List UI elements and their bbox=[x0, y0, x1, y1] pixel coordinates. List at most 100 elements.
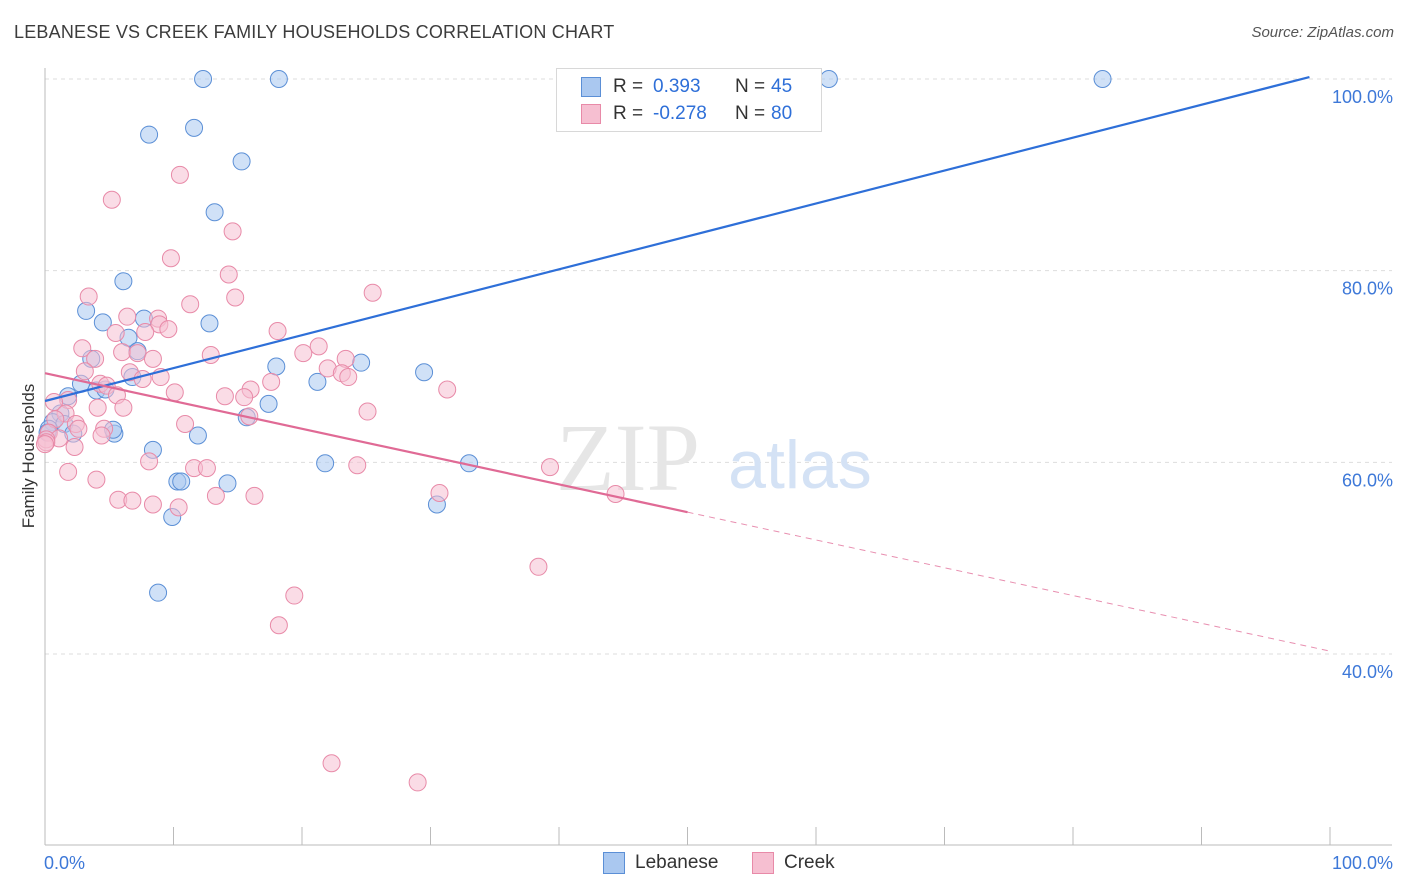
creek-trend-line bbox=[44, 372, 688, 514]
lebanese-point bbox=[140, 125, 159, 144]
creek-point bbox=[235, 388, 254, 407]
creek-point bbox=[87, 470, 106, 489]
creek-point bbox=[206, 486, 225, 505]
creek-point bbox=[88, 398, 107, 417]
creek-point bbox=[339, 368, 358, 387]
creek-point bbox=[358, 402, 377, 421]
creek-point bbox=[165, 383, 184, 402]
lebanese-point bbox=[172, 472, 191, 491]
legend-label-creek: Creek bbox=[784, 852, 835, 873]
y-tick-label: 100.0% bbox=[1332, 87, 1393, 107]
legend-row-lebanese: R = 0.393 N = 45 bbox=[581, 75, 792, 99]
creek-point bbox=[262, 372, 281, 391]
data-points bbox=[36, 70, 1112, 792]
y-tick-label: 40.0% bbox=[1342, 662, 1393, 682]
creek-point bbox=[86, 349, 105, 368]
legend-item-lebanese: Lebanese bbox=[603, 852, 718, 874]
creek-point bbox=[529, 557, 548, 576]
creek-point bbox=[143, 349, 162, 368]
r-value: -0.278 bbox=[653, 103, 707, 124]
creek-point bbox=[181, 295, 200, 314]
creek-point bbox=[269, 616, 288, 635]
lebanese-point bbox=[316, 454, 335, 473]
creek-point bbox=[59, 462, 78, 481]
creek-point bbox=[363, 283, 382, 302]
creek-point bbox=[159, 320, 178, 339]
creek-point bbox=[128, 344, 147, 363]
creek-point bbox=[438, 380, 457, 399]
chart-title: LEBANESE VS CREEK FAMILY HOUSEHOLDS CORR… bbox=[14, 22, 615, 42]
watermark-atlas: atlas bbox=[728, 427, 872, 503]
creek-point bbox=[322, 754, 341, 773]
creek-point bbox=[73, 339, 92, 358]
axes bbox=[44, 68, 1392, 846]
lebanese-point bbox=[205, 203, 224, 222]
lebanese-point bbox=[200, 314, 219, 333]
correlation-legend: R = 0.393 N = 45 R = -0.278 N = 80 bbox=[556, 68, 822, 132]
creek-point bbox=[268, 322, 287, 341]
legend-item-creek: Creek bbox=[752, 852, 835, 874]
creek-point bbox=[161, 249, 180, 268]
creek-point bbox=[113, 343, 132, 362]
creek-point bbox=[169, 498, 188, 517]
creek-trend-extension bbox=[687, 511, 1331, 652]
legend-label-lebanese: Lebanese bbox=[635, 852, 719, 873]
lebanese-point bbox=[149, 583, 168, 602]
creek-point bbox=[223, 222, 242, 241]
creek-point bbox=[606, 484, 625, 503]
creek-point bbox=[285, 586, 304, 605]
legend-row-creek: R = -0.278 N = 80 bbox=[581, 102, 792, 126]
y-tick-label: 60.0% bbox=[1342, 470, 1393, 490]
r-value: 0.393 bbox=[653, 76, 701, 97]
n-label: N = bbox=[735, 103, 766, 124]
creek-point bbox=[79, 287, 98, 306]
lebanese-point bbox=[267, 357, 286, 376]
lebanese-point bbox=[259, 394, 278, 413]
y-tick-label: 80.0% bbox=[1342, 279, 1393, 299]
creek-point bbox=[294, 344, 313, 363]
n-value: 80 bbox=[771, 103, 793, 124]
creek-swatch bbox=[581, 104, 601, 124]
source-label: Source: ZipAtlas.com bbox=[1251, 24, 1394, 41]
x-tick-label: 0.0% bbox=[44, 853, 85, 873]
creek-point bbox=[430, 484, 449, 502]
creek-point bbox=[118, 307, 137, 326]
creek-point bbox=[541, 458, 560, 477]
lebanese-point bbox=[185, 118, 204, 137]
creek-point bbox=[123, 491, 142, 510]
series-legend: Lebanese Creek bbox=[0, 852, 1406, 878]
creek-point bbox=[170, 165, 189, 184]
creek-point bbox=[92, 426, 111, 445]
creek-point bbox=[136, 323, 155, 341]
creek-point bbox=[75, 362, 94, 381]
creek-point bbox=[245, 486, 264, 505]
creek-point bbox=[176, 415, 195, 433]
grid-lines bbox=[45, 78, 1392, 655]
lebanese-swatch bbox=[581, 77, 601, 97]
lebanese-point bbox=[308, 372, 327, 391]
lebanese-point bbox=[218, 474, 237, 493]
creek-point bbox=[106, 323, 125, 342]
lebanese-point bbox=[114, 272, 133, 291]
y-axis-label: Family Households bbox=[19, 383, 38, 529]
creek-point bbox=[197, 459, 216, 478]
creek-point bbox=[65, 438, 84, 456]
lebanese-point bbox=[194, 70, 213, 88]
creek-point bbox=[408, 773, 427, 792]
tick-labels: 40.0% 60.0% 80.0% 100.0% 0.0% 100.0% bbox=[44, 87, 1393, 873]
lebanese-point bbox=[352, 353, 371, 372]
lebanese-point bbox=[415, 363, 434, 382]
x-tick-label: 100.0% bbox=[1332, 853, 1393, 873]
lebanese-point bbox=[1093, 70, 1112, 88]
creek-point bbox=[348, 456, 367, 475]
creek-point bbox=[309, 337, 328, 356]
creek-point bbox=[133, 369, 152, 388]
lebanese-point bbox=[269, 70, 288, 88]
creek-swatch bbox=[752, 852, 774, 874]
n-value: 45 bbox=[771, 76, 793, 97]
lebanese-point bbox=[188, 426, 207, 445]
creek-point bbox=[114, 398, 133, 417]
creek-point bbox=[215, 387, 234, 406]
r-label: R = bbox=[613, 103, 644, 124]
creek-point bbox=[226, 288, 245, 307]
